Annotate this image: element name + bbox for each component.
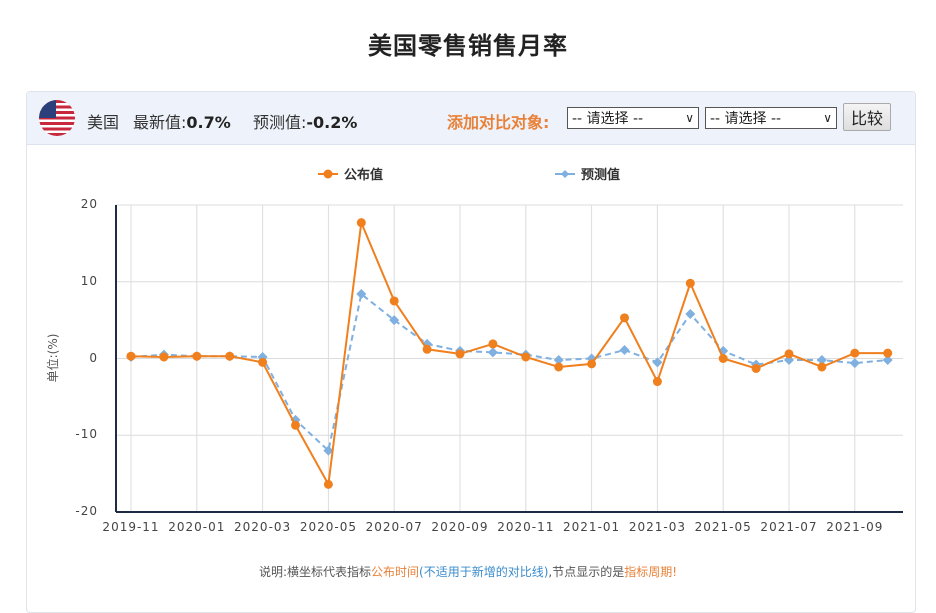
select-2-value: -- 请选择 -- [710,111,782,127]
legend-label-published: 公布值 [344,168,384,183]
forecast-value-label: 预测值:-0.2% [253,109,357,133]
x-tick-label: 2021-01 [563,520,621,534]
latest-value-label: 最新值:0.7% [133,109,231,133]
circle-marker-icon [318,169,338,178]
x-tick-label: 2020-05 [299,520,357,534]
forecast-value: -0.2% [306,113,358,132]
legend-item-published[interactable]: 公布值 [318,164,383,183]
y-tick-label: 20 [80,197,98,211]
note-highlight-2: (不适用于新增的对比线) [419,565,549,579]
compare-label: 添加对比对象: [447,113,550,132]
x-tick-label: 2020-11 [497,520,555,534]
latest-label: 最新值: [133,113,187,132]
note-text-2: ,节点显示的是 [548,565,625,579]
x-tick-label: 2021-09 [826,520,884,534]
page-title: 美国零售销售月率 [368,32,568,60]
legend-item-forecast[interactable]: 预测值 [555,164,620,183]
us-flag-icon [39,100,75,136]
country-name: 美国 [87,113,120,132]
card-header: 美国 最新值:0.7% 预测值:-0.2% 添加对比对象: -- 请选择 -- ∨… [27,92,915,145]
compare-select-2[interactable]: -- 请选择 -- ∨ [705,107,837,129]
latest-value: 0.7% [186,113,231,132]
diamond-marker-icon [555,169,575,178]
x-tick-label: 2021-03 [628,520,686,534]
compare-button[interactable]: 比较 [843,103,891,131]
x-tick-label: 2021-05 [694,520,752,534]
y-tick-label: -10 [75,427,98,442]
chevron-down-icon: ∨ [823,111,832,125]
y-tick-label: 10 [80,273,98,288]
forecast-label: 预测值: [253,113,307,132]
chevron-down-icon: ∨ [685,111,694,125]
y-tick-label: -20 [75,504,98,518]
x-tick-label: 2020-09 [431,520,489,534]
note-highlight-1: 公布时间 [371,565,420,579]
legend-label-forecast: 预测值 [581,168,621,183]
select-1-value: -- 请选择 -- [572,111,644,127]
note-text-1: 说明:横坐标代表指标 [258,565,371,579]
x-tick-label: 2020-03 [234,520,292,534]
chart-note: 说明:横坐标代表指标公布时间(不适用于新增的对比线),节点显示的是指标周期! [0,563,936,580]
x-tick-label: 2020-07 [365,520,423,534]
x-tick-label: 2021-07 [760,520,818,534]
x-tick-label: 2020-01 [168,520,226,534]
note-highlight-3: 指标周期! [624,565,678,579]
x-tick-label: 2019-11 [102,520,160,534]
compare-select-1[interactable]: -- 请选择 -- ∨ [567,107,699,129]
y-tick-label: 0 [89,350,98,365]
